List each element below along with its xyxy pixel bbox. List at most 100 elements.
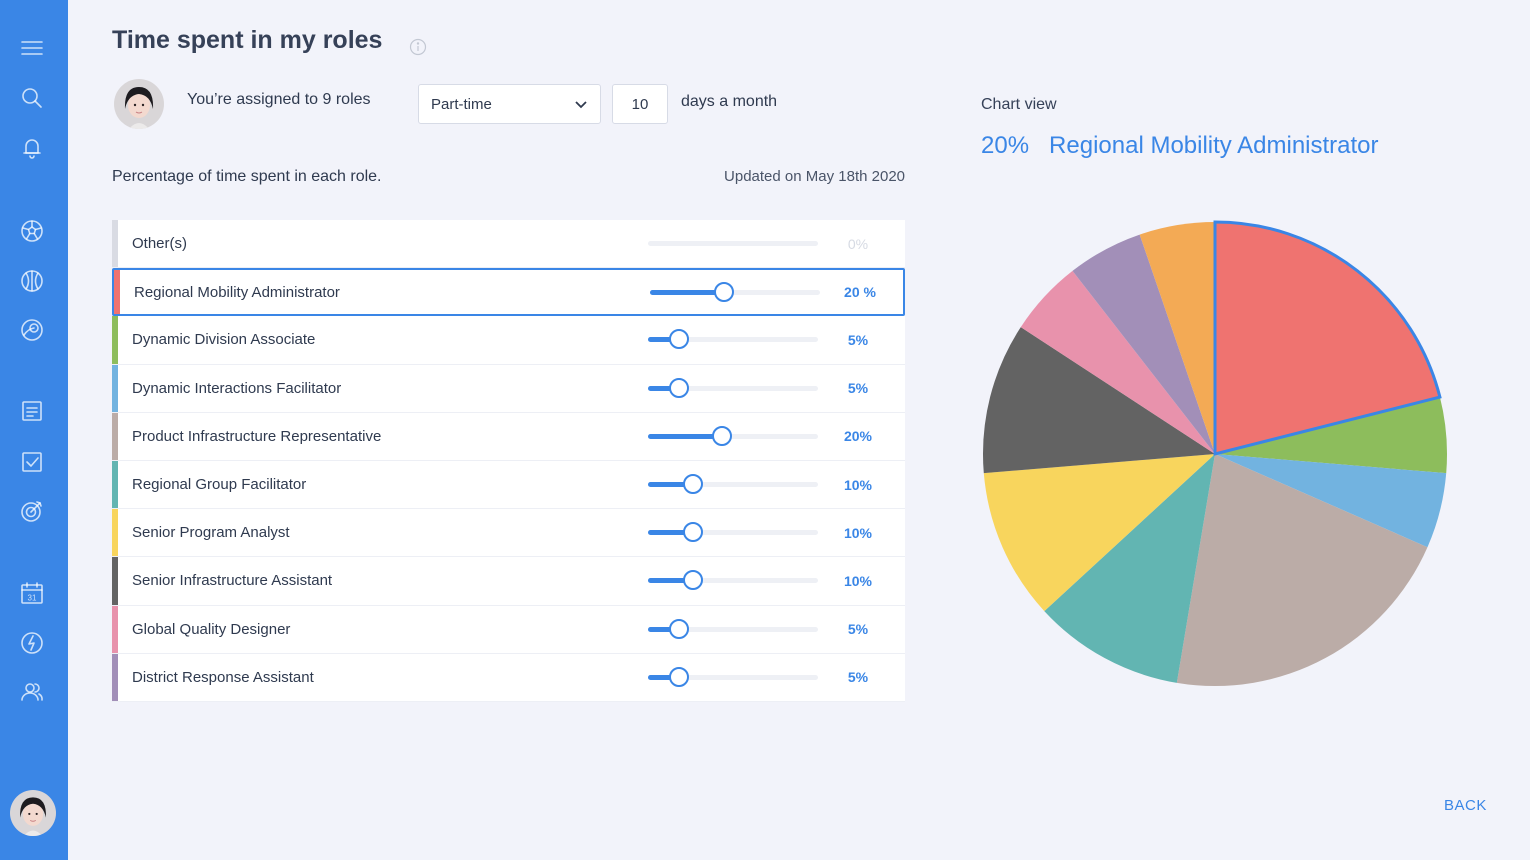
pie-slice[interactable] bbox=[1215, 454, 1447, 548]
pie-slice[interactable] bbox=[1072, 234, 1216, 454]
role-percent: 5% bbox=[847, 669, 869, 686]
role-percent: 5% bbox=[847, 621, 869, 638]
role-slider-fill bbox=[648, 578, 694, 584]
role-slider-fill bbox=[648, 626, 680, 632]
role-row[interactable]: Senior Infrastructure Assistant 10% bbox=[112, 557, 905, 606]
role-slider[interactable] bbox=[648, 377, 818, 398]
role-color-stripe bbox=[112, 557, 118, 605]
calendar-day: 31 bbox=[28, 594, 37, 603]
sidebar: 31 bbox=[0, 0, 68, 860]
role-slider[interactable] bbox=[648, 570, 818, 591]
role-slider-knob[interactable] bbox=[669, 329, 690, 350]
role-color-stripe bbox=[112, 316, 118, 364]
goal-icon[interactable] bbox=[19, 498, 45, 524]
role-color-stripe bbox=[114, 270, 120, 315]
role-slider[interactable] bbox=[648, 666, 818, 687]
calendar-icon[interactable]: 31 bbox=[19, 580, 45, 606]
role-slider-fill bbox=[648, 433, 722, 439]
page-title: Time spent in my roles bbox=[112, 26, 383, 54]
role-color-stripe bbox=[112, 412, 118, 460]
document-icon[interactable] bbox=[19, 398, 45, 424]
chart-selected-percent: 20% bbox=[981, 132, 1030, 159]
pie-slice[interactable] bbox=[982, 327, 1215, 474]
role-row[interactable]: Dynamic Interactions Facilitator 5% bbox=[112, 364, 905, 413]
role-color-stripe bbox=[112, 605, 118, 653]
menu-icon[interactable] bbox=[19, 35, 45, 61]
role-color-stripe bbox=[112, 220, 118, 268]
pie-slice[interactable] bbox=[1176, 454, 1428, 687]
sidebar-avatar[interactable] bbox=[10, 790, 56, 836]
pie-chart-svg bbox=[982, 220, 1448, 687]
role-slider-knob[interactable] bbox=[669, 666, 690, 687]
role-slider-knob[interactable] bbox=[711, 425, 732, 446]
lightning-icon[interactable] bbox=[19, 630, 45, 656]
role-slider-fill bbox=[648, 337, 680, 343]
role-percent: 10% bbox=[843, 524, 873, 541]
checkbox-icon[interactable] bbox=[19, 449, 45, 475]
pie-slice[interactable] bbox=[1044, 454, 1215, 683]
role-row[interactable]: Senior Program Analyst 10% bbox=[112, 509, 905, 558]
role-slider-knob[interactable] bbox=[669, 377, 690, 398]
role-slider[interactable] bbox=[648, 241, 818, 247]
role-row[interactable]: Global Quality Designer 5% bbox=[112, 605, 905, 654]
role-slider-knob[interactable] bbox=[669, 618, 690, 639]
role-name: Senior Program Analyst bbox=[132, 524, 290, 542]
role-name: Regional Group Facilitator bbox=[132, 476, 307, 494]
pie-slice[interactable] bbox=[1215, 222, 1440, 454]
role-slider-fill bbox=[648, 482, 694, 488]
role-list: Other(s) 0% Regional Mobility Administrato… bbox=[112, 220, 905, 702]
role-color-stripe bbox=[112, 509, 118, 557]
role-percent: 0% bbox=[847, 235, 869, 252]
role-slider[interactable] bbox=[648, 474, 818, 495]
role-row[interactable]: Regional Mobility Administrator 20 % bbox=[112, 268, 905, 317]
info-icon[interactable] bbox=[409, 38, 427, 56]
role-slider[interactable] bbox=[648, 618, 818, 639]
role-name: Dynamic Interactions Facilitator bbox=[132, 379, 342, 397]
days-per-month-input[interactable] bbox=[612, 84, 668, 124]
role-row[interactable]: Product Infrastructure Representative 20% bbox=[112, 412, 905, 461]
role-row[interactable]: District Response Assistant 5% bbox=[112, 653, 905, 702]
role-slider[interactable] bbox=[648, 522, 818, 543]
basketball-icon[interactable] bbox=[19, 268, 45, 294]
user-avatar bbox=[114, 79, 164, 129]
role-slider[interactable] bbox=[648, 329, 818, 350]
role-name: Product Infrastructure Representative bbox=[132, 427, 382, 445]
employment-type-value: Part-time bbox=[431, 95, 492, 113]
role-slider-knob[interactable] bbox=[683, 522, 704, 543]
role-row[interactable]: Dynamic Division Associate 5% bbox=[112, 316, 905, 365]
role-slider[interactable] bbox=[650, 281, 820, 302]
back-button[interactable]: BACK bbox=[1444, 797, 1487, 814]
chart-view-label: Chart view bbox=[981, 96, 1057, 113]
role-slider-fill bbox=[650, 289, 724, 295]
users-icon[interactable] bbox=[19, 679, 45, 705]
bell-icon[interactable] bbox=[19, 135, 45, 161]
football-icon[interactable] bbox=[19, 218, 45, 244]
chevron-down-icon bbox=[575, 101, 587, 109]
pie-slice[interactable] bbox=[1020, 270, 1215, 454]
role-slider-fill bbox=[648, 674, 680, 680]
target-icon[interactable] bbox=[19, 317, 45, 343]
search-icon[interactable] bbox=[19, 85, 45, 111]
pie-slice[interactable] bbox=[983, 454, 1215, 612]
pie-slice[interactable] bbox=[1215, 397, 1448, 474]
role-slider[interactable] bbox=[648, 425, 818, 446]
employment-type-dropdown[interactable]: Part-time bbox=[418, 84, 601, 124]
pie-chart bbox=[975, 214, 1455, 694]
role-name: Dynamic Division Associate bbox=[132, 331, 316, 349]
role-slider-knob[interactable] bbox=[713, 281, 734, 302]
role-percent: 5% bbox=[847, 331, 869, 348]
role-slider-knob[interactable] bbox=[683, 474, 704, 495]
role-row[interactable]: Other(s) 0% bbox=[112, 220, 905, 269]
pie-slice[interactable] bbox=[1139, 222, 1215, 454]
role-color-stripe bbox=[112, 460, 118, 509]
updated-label: Updated on May 18th 2020 bbox=[724, 168, 905, 185]
role-row[interactable]: Regional Group Facilitator 10% bbox=[112, 460, 905, 510]
role-color-stripe bbox=[112, 364, 118, 412]
role-percent: 5% bbox=[847, 380, 869, 397]
role-percent: 10% bbox=[843, 572, 873, 589]
days-label: days a month bbox=[681, 93, 778, 110]
assigned-roles-text: You’re assigned to 9 roles bbox=[187, 91, 371, 108]
role-slider-knob[interactable] bbox=[683, 570, 704, 591]
role-percent: 20 % bbox=[844, 284, 876, 301]
chart-selected-role: 20% Regional Mobility Administrator bbox=[981, 132, 1379, 160]
